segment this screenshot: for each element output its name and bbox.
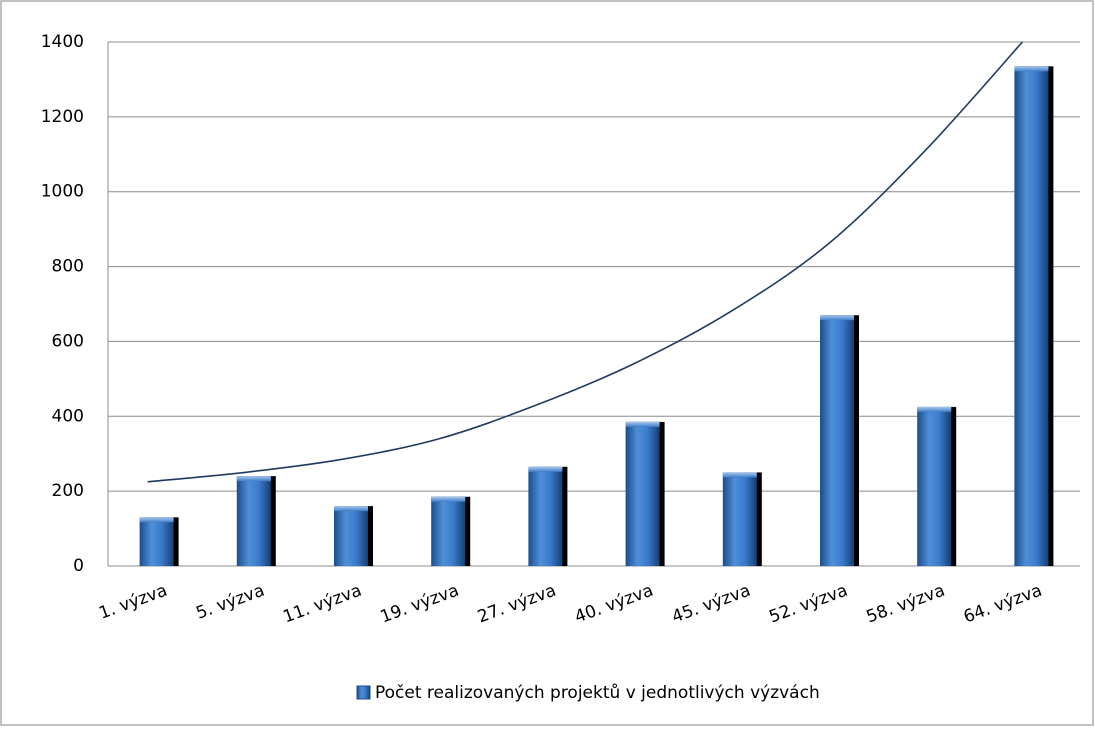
legend-swatch	[356, 685, 371, 700]
bar-group	[528, 466, 568, 566]
bar-group	[625, 421, 665, 566]
y-tick-label: 1400	[41, 32, 84, 52]
bar-group	[236, 476, 276, 566]
bar	[722, 472, 757, 566]
bar-cap	[1014, 66, 1049, 72]
bar-cap	[139, 517, 174, 523]
bar-cap	[820, 315, 854, 321]
bar	[820, 315, 854, 566]
y-tick-label: 400	[52, 406, 84, 426]
y-tick-label: 1000	[41, 182, 84, 202]
bar	[431, 496, 466, 566]
bar	[528, 466, 563, 566]
legend: Počet realizovaných projektů v jednotliv…	[356, 683, 820, 703]
bar-cap	[917, 406, 952, 412]
bar	[1014, 66, 1049, 566]
y-tick-label: 0	[73, 556, 84, 576]
bar-group	[917, 406, 957, 566]
bar-group	[334, 506, 373, 566]
bar-cap	[625, 421, 660, 427]
bar-group	[431, 496, 471, 566]
bar	[139, 517, 174, 566]
bar-cap	[431, 496, 466, 502]
bar-cap	[334, 506, 368, 512]
bar-group	[139, 517, 179, 566]
y-tick-label: 200	[52, 481, 84, 501]
bar	[625, 421, 660, 566]
bar	[236, 476, 271, 566]
bar-cap	[236, 476, 271, 482]
bar-cap	[722, 472, 757, 478]
y-tick-label: 1200	[41, 107, 84, 127]
bar	[334, 506, 368, 566]
bar-group	[820, 315, 859, 566]
bar-cap	[528, 466, 563, 472]
y-tick-label: 600	[52, 331, 84, 351]
legend-label: Počet realizovaných projektů v jednotliv…	[375, 683, 820, 703]
bar-group	[722, 472, 762, 566]
bar-group	[1014, 66, 1054, 566]
trendline	[147, 41, 1023, 483]
bar	[917, 406, 952, 566]
y-tick-label: 800	[52, 257, 84, 277]
